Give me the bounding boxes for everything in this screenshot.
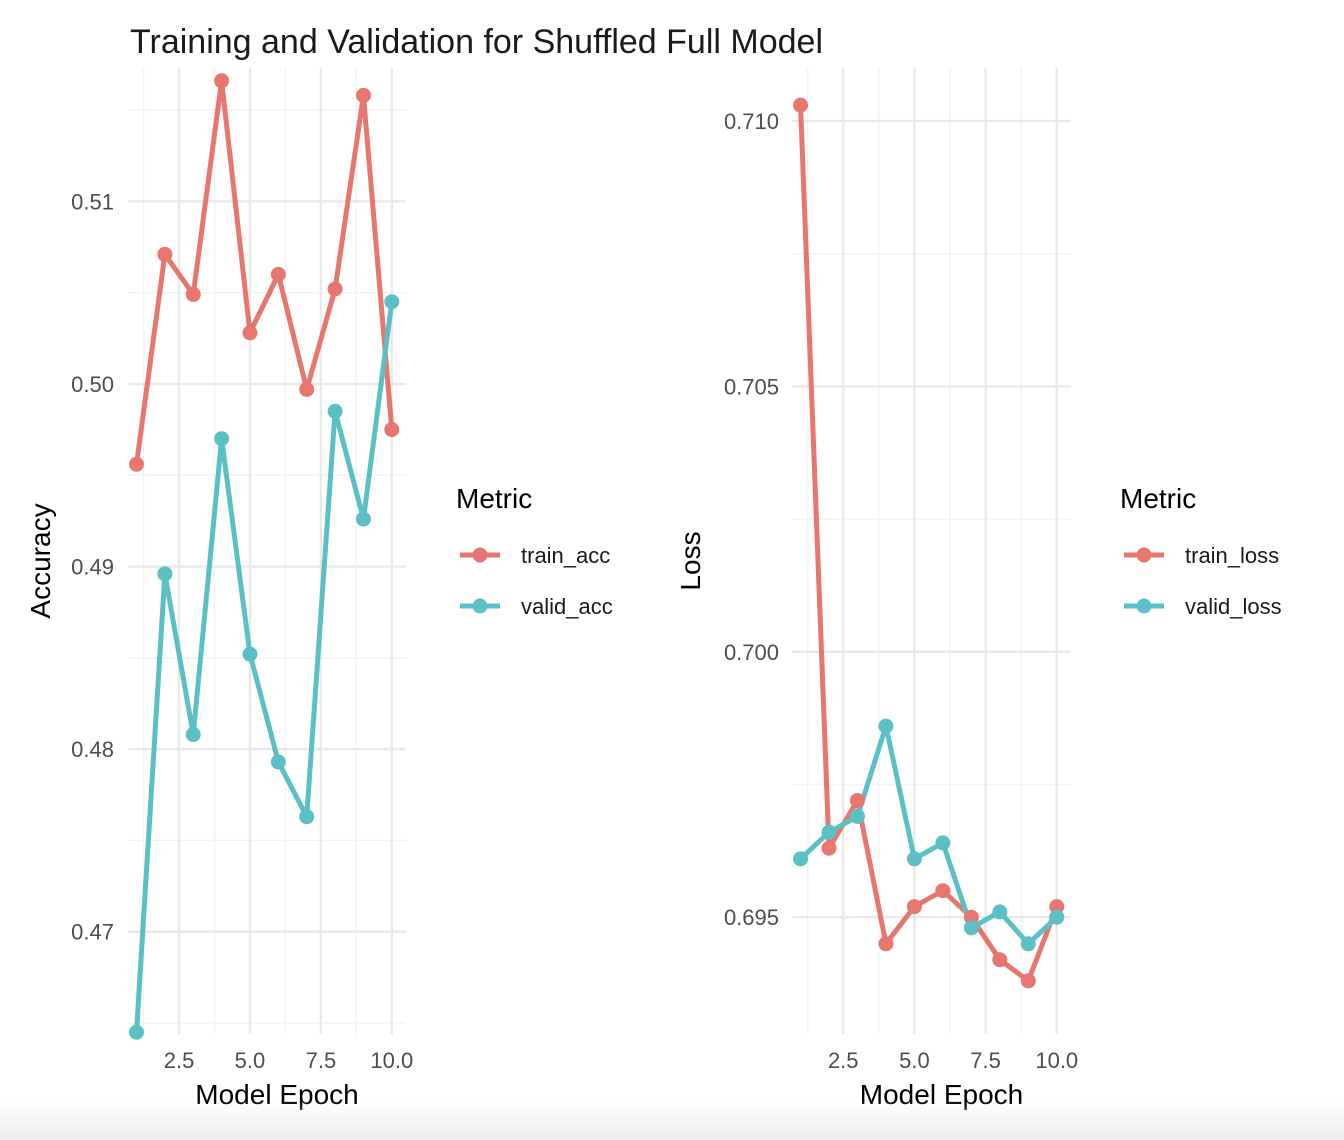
y-tick-label: 0.49 <box>71 555 114 580</box>
y-tick-label: 0.710 <box>724 109 779 134</box>
series-line-valid_acc <box>134 299 395 1035</box>
data-point-valid_acc <box>270 754 286 770</box>
data-point-valid_acc <box>242 646 258 662</box>
data-point-train_acc <box>242 325 258 341</box>
y-tick-label: 0.695 <box>724 905 779 930</box>
loss-y-tick-labels: 0.695 0.700 0.705 0.710 <box>724 109 779 930</box>
data-point-valid_acc <box>355 511 371 527</box>
accuracy-minor-grid <box>128 68 406 1034</box>
data-point-valid_acc <box>214 431 230 447</box>
data-point-train_loss <box>963 909 979 925</box>
data-point-train_acc <box>355 87 371 103</box>
data-point-valid_acc <box>327 403 343 419</box>
data-point-train_acc <box>129 456 145 472</box>
data-point-train_acc <box>299 381 315 397</box>
data-point-train_loss <box>1020 973 1036 989</box>
legend-label-valid_acc: valid_acc <box>521 594 613 619</box>
data-point-valid_acc <box>129 1024 145 1040</box>
data-point-train_loss <box>849 792 865 808</box>
legend-label-train_loss: train_loss <box>1185 543 1279 568</box>
loss-legend: Metric train_loss valid_loss <box>1120 483 1282 619</box>
accuracy-x-tick-labels: 2.5 5.0 7.5 10.0 <box>164 1048 413 1073</box>
y-tick-label: 0.50 <box>71 372 114 397</box>
data-point-train_acc <box>327 281 343 297</box>
data-point-train_acc <box>270 266 286 282</box>
loss-minor-grid <box>792 68 1071 1034</box>
accuracy-series-lines <box>134 78 395 1035</box>
data-point-valid_acc <box>299 809 315 825</box>
loss-x-tick-labels: 2.5 5.0 7.5 10.0 <box>828 1048 1078 1073</box>
accuracy-x-axis-title: Model Epoch <box>195 1079 358 1110</box>
data-point-valid_loss <box>849 808 865 824</box>
data-point-valid_loss <box>992 904 1008 920</box>
data-point-valid_loss <box>793 851 809 867</box>
data-point-train_loss <box>935 883 951 899</box>
data-point-valid_acc <box>157 566 173 582</box>
x-tick-label: 7.5 <box>970 1048 1001 1073</box>
data-point-valid_loss <box>821 824 837 840</box>
legend-label-train_acc: train_acc <box>521 543 610 568</box>
data-point-valid_loss <box>906 851 922 867</box>
data-point-train_loss <box>793 97 809 113</box>
y-tick-label: 0.48 <box>71 737 114 762</box>
y-tick-label: 0.700 <box>724 640 779 665</box>
data-point-valid_loss <box>935 835 951 851</box>
legend-key-point <box>1136 547 1152 563</box>
series-line-train_acc <box>134 78 395 467</box>
data-point-train_loss <box>906 899 922 915</box>
x-tick-label: 10.0 <box>370 1048 413 1073</box>
accuracy-y-axis-title: Accuracy <box>25 503 56 618</box>
accuracy-panel: 0.47 0.48 0.49 0.50 0.51 2.5 5.0 7.5 10.0 Model… <box>25 68 613 1110</box>
legend-key-point <box>472 547 488 563</box>
data-point-train_acc <box>214 73 230 89</box>
loss-y-axis-title: Loss <box>675 531 706 590</box>
loss-major-grid <box>792 68 1071 1034</box>
data-point-train_acc <box>157 246 173 262</box>
data-point-valid_loss <box>1049 909 1065 925</box>
series-line-valid_loss <box>798 723 1060 947</box>
loss-panel: 0.695 0.700 0.705 0.710 2.5 5.0 7.5 10.0 Model… <box>675 68 1282 1110</box>
data-point-train_loss <box>821 840 837 856</box>
data-point-valid_loss <box>878 718 894 734</box>
data-point-valid_acc <box>384 294 400 310</box>
y-tick-label: 0.51 <box>71 189 114 214</box>
data-point-valid_loss <box>1020 936 1036 952</box>
data-point-train_loss <box>878 936 894 952</box>
x-tick-label: 5.0 <box>899 1048 930 1073</box>
data-point-valid_acc <box>185 727 201 743</box>
accuracy-legend-title: Metric <box>456 483 532 514</box>
data-point-train_acc <box>384 422 400 438</box>
data-point-train_loss <box>1049 899 1065 915</box>
x-tick-label: 2.5 <box>828 1048 859 1073</box>
loss-series-lines <box>798 102 1060 984</box>
accuracy-series-points <box>129 73 400 1040</box>
x-tick-label: 2.5 <box>164 1048 195 1073</box>
loss-series-points <box>793 97 1065 989</box>
y-tick-label: 0.705 <box>724 374 779 399</box>
legend-key-point <box>1136 598 1152 614</box>
x-tick-label: 10.0 <box>1035 1048 1078 1073</box>
loss-x-axis-title: Model Epoch <box>860 1079 1023 1110</box>
x-tick-label: 7.5 <box>306 1048 337 1073</box>
x-tick-label: 5.0 <box>235 1048 266 1073</box>
accuracy-y-tick-labels: 0.47 0.48 0.49 0.50 0.51 <box>71 189 114 944</box>
data-point-train_acc <box>185 286 201 302</box>
loss-legend-title: Metric <box>1120 483 1196 514</box>
legend-label-valid_loss: valid_loss <box>1185 594 1282 619</box>
legend-key-point <box>472 598 488 614</box>
accuracy-legend: Metric train_acc valid_acc <box>456 483 613 619</box>
figure-title: Training and Validation for Shuffled Ful… <box>130 23 823 61</box>
data-point-valid_loss <box>963 920 979 936</box>
y-tick-label: 0.47 <box>71 920 114 945</box>
data-point-train_loss <box>992 952 1008 968</box>
accuracy-major-grid <box>128 68 406 1034</box>
